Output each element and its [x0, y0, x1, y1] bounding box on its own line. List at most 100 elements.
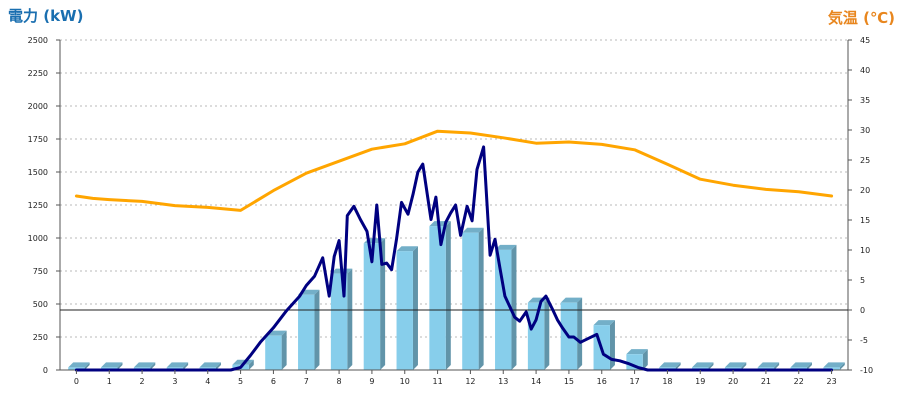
bar-side [478, 227, 484, 370]
bar-front [363, 243, 381, 370]
bar-top [199, 362, 221, 368]
bar-side [215, 362, 221, 370]
bar-top [626, 349, 648, 355]
x-tick-label: 17 [629, 377, 639, 386]
y-left-tick-label: 1000 [28, 234, 48, 243]
bar [330, 268, 353, 370]
bar-side [511, 244, 517, 370]
y-left-tick-label: 1750 [28, 135, 48, 144]
bar-top [790, 362, 812, 368]
bar-top [166, 362, 189, 368]
y-right-axis-title: 気温 (℃) [828, 9, 895, 27]
y-left-tick-label: 0 [43, 366, 48, 375]
x-tick-label: 7 [304, 377, 309, 386]
x-tick-label: 15 [564, 377, 574, 386]
x-tick-label: 23 [826, 377, 836, 386]
bar-side [412, 246, 418, 370]
x-tick-label: 5 [238, 377, 243, 386]
x-tick-label: 11 [432, 377, 442, 386]
bar-side [675, 362, 681, 370]
bar-side [347, 268, 353, 370]
bar [527, 297, 550, 370]
bar-top [462, 227, 484, 233]
bar-front [462, 232, 479, 370]
temperature-line [74, 129, 834, 212]
bar-top [593, 320, 615, 326]
x-tick-label: 20 [728, 377, 738, 386]
y-right-tick-label: 35 [860, 96, 870, 105]
bar [363, 238, 386, 370]
y-right-tick-label: -10 [860, 366, 873, 375]
bar-front [527, 302, 545, 370]
bar-side [708, 362, 714, 370]
bar-side [642, 349, 648, 370]
y-right-tick-label: 45 [860, 36, 870, 45]
bar-side [445, 221, 451, 370]
bar-top [692, 362, 714, 368]
bar-front [265, 335, 282, 370]
x-tick-label: 6 [271, 377, 276, 386]
y-left-tick-label: 500 [33, 300, 48, 309]
bar [265, 330, 287, 370]
bar-side [577, 297, 583, 370]
x-tick-label: 1 [107, 377, 112, 386]
y-right-tick-label: 20 [860, 186, 870, 195]
x-tick-label: 14 [531, 377, 541, 386]
y-left-tick-label: 1500 [28, 168, 48, 177]
bar-side [774, 362, 780, 370]
bar [626, 349, 648, 370]
bar-front [298, 294, 315, 370]
bar-top [659, 362, 681, 368]
bar-front [429, 226, 446, 370]
x-tick-label: 0 [74, 377, 79, 386]
y-left-axis-title: 電力 (kW) [8, 7, 83, 25]
bar-front [626, 354, 643, 370]
y-right-tick-label: 10 [860, 246, 870, 255]
x-tick-label: 18 [662, 377, 672, 386]
y-right-tick-label: 5 [860, 276, 865, 285]
bar [560, 297, 583, 370]
x-tick-label: 22 [794, 377, 804, 386]
x-tick-label: 10 [400, 377, 410, 386]
bar-top [101, 362, 123, 368]
bar-side [281, 330, 287, 370]
bar-side [150, 362, 156, 370]
y-right-tick-label: 30 [860, 126, 870, 135]
bar [593, 320, 615, 370]
x-tick-label: 8 [337, 377, 342, 386]
y-right-tick-label: 0 [860, 306, 865, 315]
y-right-tick-label: 15 [860, 216, 870, 225]
x-tick-label: 12 [465, 377, 475, 386]
bar-top [68, 362, 90, 368]
x-tick-label: 4 [205, 377, 210, 386]
bar-side [380, 238, 386, 370]
bar-front [330, 273, 348, 370]
bar-side [314, 289, 320, 370]
bar [462, 227, 484, 370]
bar-side [544, 297, 550, 370]
bar-side [183, 362, 189, 370]
x-tick-label: 2 [140, 377, 145, 386]
y-left-tick-label: 250 [33, 333, 48, 342]
bar-top [396, 246, 418, 252]
bar-side [839, 362, 845, 370]
y-left-tick-label: 750 [33, 267, 48, 276]
x-tick-label: 9 [369, 377, 374, 386]
power-line [74, 145, 834, 372]
y-left-tick-label: 1250 [28, 201, 48, 210]
bar-front [396, 251, 413, 370]
bar-side [248, 359, 254, 370]
bar [396, 246, 418, 370]
y-left-tick-label: 2250 [28, 69, 48, 78]
y-right-tick-label: 40 [860, 66, 870, 75]
grid-lines [60, 39, 848, 338]
y-right-tick-label: 25 [860, 156, 870, 165]
bar [298, 289, 320, 370]
x-tick-label: 16 [597, 377, 607, 386]
bar-side [117, 362, 123, 370]
bar-top [724, 362, 747, 368]
y-left-tick-label: 2000 [28, 102, 48, 111]
tick-labels: 02505007501000125015001750200022502500-1… [28, 36, 873, 386]
x-tick-label: 21 [761, 377, 771, 386]
